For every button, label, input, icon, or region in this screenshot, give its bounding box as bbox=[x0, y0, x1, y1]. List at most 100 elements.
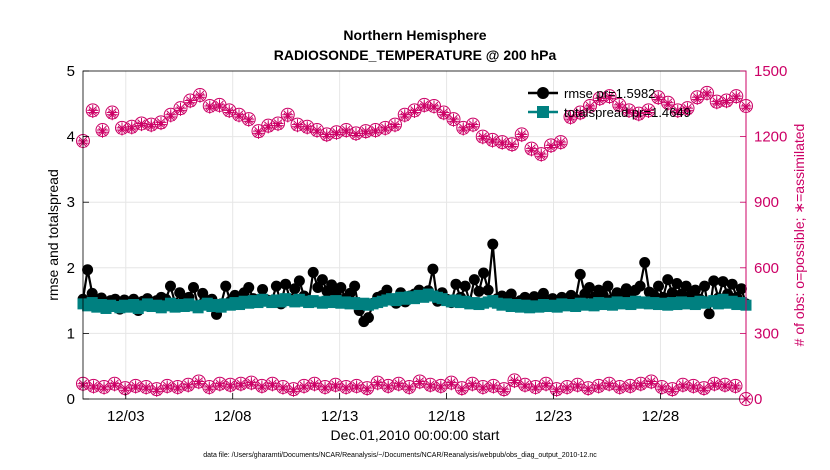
obs-assimilated-point bbox=[477, 133, 489, 145]
rmse-point bbox=[482, 284, 494, 296]
obs-asterisk-stroke bbox=[225, 108, 234, 117]
obs-assimilated-point bbox=[519, 381, 531, 393]
obs-asterisk-stroke bbox=[457, 386, 467, 395]
obs-asterisk-stroke bbox=[156, 120, 166, 129]
obs-assimilated-point bbox=[184, 97, 196, 109]
obs-assimilated-point bbox=[414, 378, 426, 390]
obs-asterisk-stroke bbox=[699, 386, 709, 395]
obs-asterisk-stroke bbox=[320, 384, 330, 394]
y-left-tick-label: 0 bbox=[67, 391, 75, 408]
obs-asterisk-stroke bbox=[361, 129, 370, 138]
obs-asterisk-stroke bbox=[647, 379, 656, 388]
obs-assimilated-point bbox=[565, 113, 576, 125]
obs-assimilated-point bbox=[614, 383, 626, 395]
obs-assimilated-point bbox=[467, 121, 479, 133]
obs-asterisk-stroke bbox=[498, 140, 507, 149]
obs-assimilated-point bbox=[165, 111, 177, 123]
obs-asterisk-stroke bbox=[654, 95, 663, 104]
rmse-point bbox=[505, 288, 517, 300]
obs-asterisk-stroke bbox=[636, 381, 646, 391]
obs-asterisk-stroke bbox=[689, 383, 698, 393]
obs-assimilated-point bbox=[691, 93, 703, 105]
obs-assimilated-point bbox=[516, 131, 528, 143]
obs-asterisk-stroke bbox=[604, 381, 614, 391]
obs-assimilated-point bbox=[379, 124, 391, 136]
obs-assimilated-point bbox=[116, 124, 128, 136]
obs-asterisk-stroke bbox=[147, 122, 156, 132]
obs-assimilated-point bbox=[551, 385, 563, 397]
obs-assimilated-point bbox=[698, 384, 710, 396]
obs-asterisk-stroke bbox=[583, 386, 593, 395]
obs-asterisk-stroke bbox=[273, 121, 283, 130]
obs-assimilated-point bbox=[282, 111, 294, 123]
series-layer bbox=[76, 85, 753, 406]
obs-asterisk-stroke bbox=[499, 387, 509, 396]
rmse-point bbox=[671, 278, 683, 290]
obs-asterisk-stroke bbox=[331, 382, 340, 392]
obs-asterisk-stroke bbox=[98, 127, 107, 137]
obs-assimilated-point bbox=[672, 107, 684, 119]
obs-assimilated-point bbox=[389, 121, 401, 133]
obs-assimilated-point bbox=[708, 380, 720, 392]
obs-asterisk-stroke bbox=[120, 386, 130, 395]
obs-assimilated-point bbox=[298, 382, 310, 394]
obs-asterisk-stroke bbox=[702, 90, 712, 100]
obs-asterisk-stroke bbox=[489, 383, 498, 393]
obs-assimilated-point bbox=[272, 120, 284, 132]
rmse-point bbox=[362, 312, 374, 324]
y-right-tick-label: 1200 bbox=[754, 129, 787, 146]
obs-asterisk-stroke bbox=[166, 112, 175, 122]
legend-rmse-label: rmse pr=1.5982 bbox=[564, 86, 655, 101]
obs-assimilated-point bbox=[496, 138, 508, 150]
obs-asterisk-stroke bbox=[537, 152, 546, 161]
obs-assimilated-point bbox=[360, 127, 372, 139]
obs-assimilated-point bbox=[435, 382, 447, 394]
obs-asterisk-stroke bbox=[383, 383, 393, 393]
obs-assimilated-point bbox=[487, 136, 498, 148]
obs-asterisk-stroke bbox=[710, 381, 719, 391]
obs-asterisk-stroke bbox=[449, 117, 458, 126]
chart-title-line1: Northern Hemisphere bbox=[343, 27, 486, 43]
rmse-point bbox=[450, 278, 462, 290]
obs-asterisk-stroke bbox=[573, 382, 582, 392]
obs-assimilated-point bbox=[656, 383, 668, 395]
rmse-point bbox=[86, 287, 98, 299]
obs-assimilated-point bbox=[666, 385, 678, 397]
obs-asterisk-stroke bbox=[278, 384, 288, 394]
obs-asterisk-stroke bbox=[426, 382, 435, 392]
obs-assimilated-point bbox=[635, 380, 647, 392]
obs-asterisk-stroke bbox=[342, 127, 351, 137]
obs-assimilated-point bbox=[330, 381, 342, 393]
rmse-point bbox=[689, 284, 701, 296]
obs-assimilated-point bbox=[97, 126, 108, 138]
obs-asterisk-stroke bbox=[566, 114, 575, 124]
obs-asterisk-stroke bbox=[108, 110, 117, 119]
obs-asterisk-stroke bbox=[732, 94, 741, 103]
obs-asterisk-stroke bbox=[293, 122, 302, 132]
obs-assimilated-point bbox=[530, 383, 542, 395]
rmse-point bbox=[699, 280, 711, 292]
legend-totalspread-marker bbox=[537, 106, 549, 118]
obs-assimilated-point bbox=[361, 384, 373, 396]
obs-assimilated-point bbox=[403, 383, 415, 395]
obs-assimilated-point bbox=[214, 380, 226, 392]
obs-asterisk-stroke bbox=[99, 384, 109, 394]
obs-assimilated-point bbox=[719, 381, 731, 393]
obs-assimilated-point bbox=[643, 107, 654, 119]
obs-assimilated-point bbox=[340, 383, 352, 395]
x-axis: 12/03 12/08 12/13 12/18 12/23 12/28 bbox=[107, 393, 679, 425]
obs-asterisk-stroke bbox=[322, 132, 331, 141]
obs-assimilated-point bbox=[233, 111, 245, 123]
obs-assimilated-point bbox=[319, 383, 331, 395]
rmse-point bbox=[634, 280, 646, 292]
y-left-tick-label: 4 bbox=[67, 129, 75, 146]
obs-assimilated-point bbox=[438, 109, 450, 121]
rmse-point bbox=[468, 274, 480, 286]
obs-assimilated-point bbox=[456, 384, 468, 396]
obs-assimilated-point bbox=[203, 383, 215, 395]
obs-asterisk-stroke bbox=[468, 122, 478, 132]
obs-asterisk-stroke bbox=[303, 124, 312, 134]
rmse-point bbox=[478, 267, 490, 279]
obs-assimilated-point bbox=[687, 382, 699, 394]
obs-assimilated-point bbox=[155, 119, 167, 131]
